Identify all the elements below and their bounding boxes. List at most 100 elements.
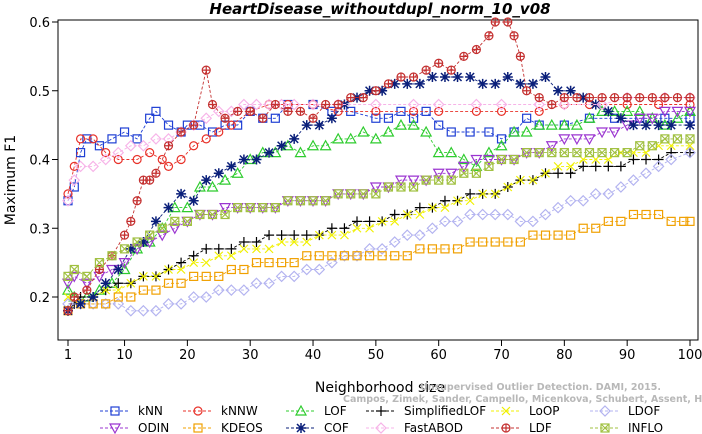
data-point	[300, 263, 313, 276]
data-point	[213, 243, 224, 254]
data-point	[101, 285, 111, 295]
data-point	[264, 258, 274, 268]
data-point	[313, 263, 326, 276]
data-point	[333, 189, 343, 199]
data-point	[258, 203, 268, 213]
data-point	[383, 113, 394, 123]
x-tick-label: 90	[619, 348, 636, 363]
data-point	[238, 284, 250, 296]
data-point	[520, 125, 533, 137]
data-point	[685, 134, 695, 144]
data-point	[666, 147, 677, 158]
data-point	[371, 189, 381, 199]
data-point	[68, 174, 81, 186]
data-point	[201, 175, 212, 186]
data-point	[432, 146, 445, 158]
data-point	[201, 243, 212, 254]
data-point	[371, 86, 381, 96]
data-point	[452, 72, 463, 82]
data-point	[515, 175, 525, 185]
x-tick-label: 40	[305, 348, 322, 363]
data-point	[464, 208, 476, 221]
data-point	[75, 298, 86, 309]
data-point	[301, 230, 312, 241]
data-point	[319, 139, 332, 151]
data-point	[414, 202, 425, 213]
data-point	[610, 93, 620, 103]
data-point	[87, 298, 99, 310]
data-point	[145, 148, 155, 158]
data-point	[434, 120, 444, 130]
data-point	[534, 93, 544, 103]
x-axis: 1 10 20 30 40 50 60 70 80 90 100	[64, 339, 702, 363]
data-point	[383, 182, 394, 192]
data-point	[539, 208, 552, 221]
data-point	[364, 251, 375, 261]
data-point	[113, 292, 123, 302]
data-point	[426, 222, 439, 235]
data-point	[427, 72, 438, 82]
data-point	[679, 216, 689, 226]
x-tick-label: 80	[556, 348, 573, 363]
data-point	[226, 251, 236, 261]
data-point	[653, 209, 664, 220]
y-tick-label: 0.6	[29, 16, 50, 31]
data-point	[484, 31, 494, 41]
data-point	[671, 112, 684, 123]
data-point	[357, 125, 370, 137]
data-point	[482, 146, 495, 158]
data-point	[226, 161, 237, 172]
data-point	[465, 127, 475, 137]
data-point	[508, 125, 521, 137]
data-point	[245, 203, 255, 213]
data-point	[101, 148, 111, 158]
data-point	[615, 113, 626, 124]
data-point	[75, 148, 86, 158]
data-point	[434, 58, 444, 68]
data-point	[94, 258, 105, 268]
data-point	[63, 306, 73, 316]
data-point	[250, 277, 263, 290]
data-point	[596, 98, 608, 111]
data-point	[408, 182, 419, 192]
x-axis-label: Neighborhood size	[315, 380, 445, 396]
data-point	[628, 154, 639, 165]
data-point	[633, 113, 646, 125]
data-point	[470, 154, 483, 166]
data-point	[652, 160, 665, 173]
data-point	[522, 86, 532, 96]
data-point	[275, 270, 288, 283]
data-point	[150, 304, 162, 317]
data-point	[496, 154, 507, 165]
data-point	[294, 146, 307, 158]
data-point	[126, 216, 136, 226]
data-point	[390, 251, 400, 261]
legend-item-kdeos: KDEOS	[183, 421, 263, 434]
data-point	[163, 278, 174, 288]
data-point	[578, 92, 589, 103]
x-tick-label: 100	[678, 348, 702, 363]
data-point	[251, 237, 262, 247]
data-point	[572, 93, 582, 103]
data-point	[61, 283, 75, 295]
data-point	[553, 168, 564, 179]
data-point	[559, 93, 569, 103]
data-point	[665, 153, 677, 166]
data-point	[233, 203, 243, 213]
data-point	[401, 229, 414, 241]
data-point	[528, 175, 538, 185]
data-point	[327, 230, 337, 240]
data-point	[163, 141, 174, 151]
data-point	[307, 98, 319, 111]
data-point	[653, 154, 664, 165]
data-point	[527, 215, 539, 228]
legend-item-ldf: LDF	[491, 421, 552, 434]
series-kdeos	[63, 209, 695, 316]
data-point	[233, 106, 243, 116]
data-point	[137, 304, 150, 317]
data-point	[164, 265, 173, 274]
data-point	[200, 112, 213, 125]
data-point	[477, 78, 488, 89]
data-point	[402, 210, 412, 219]
y-axis-label: Maximum F1	[3, 135, 19, 225]
